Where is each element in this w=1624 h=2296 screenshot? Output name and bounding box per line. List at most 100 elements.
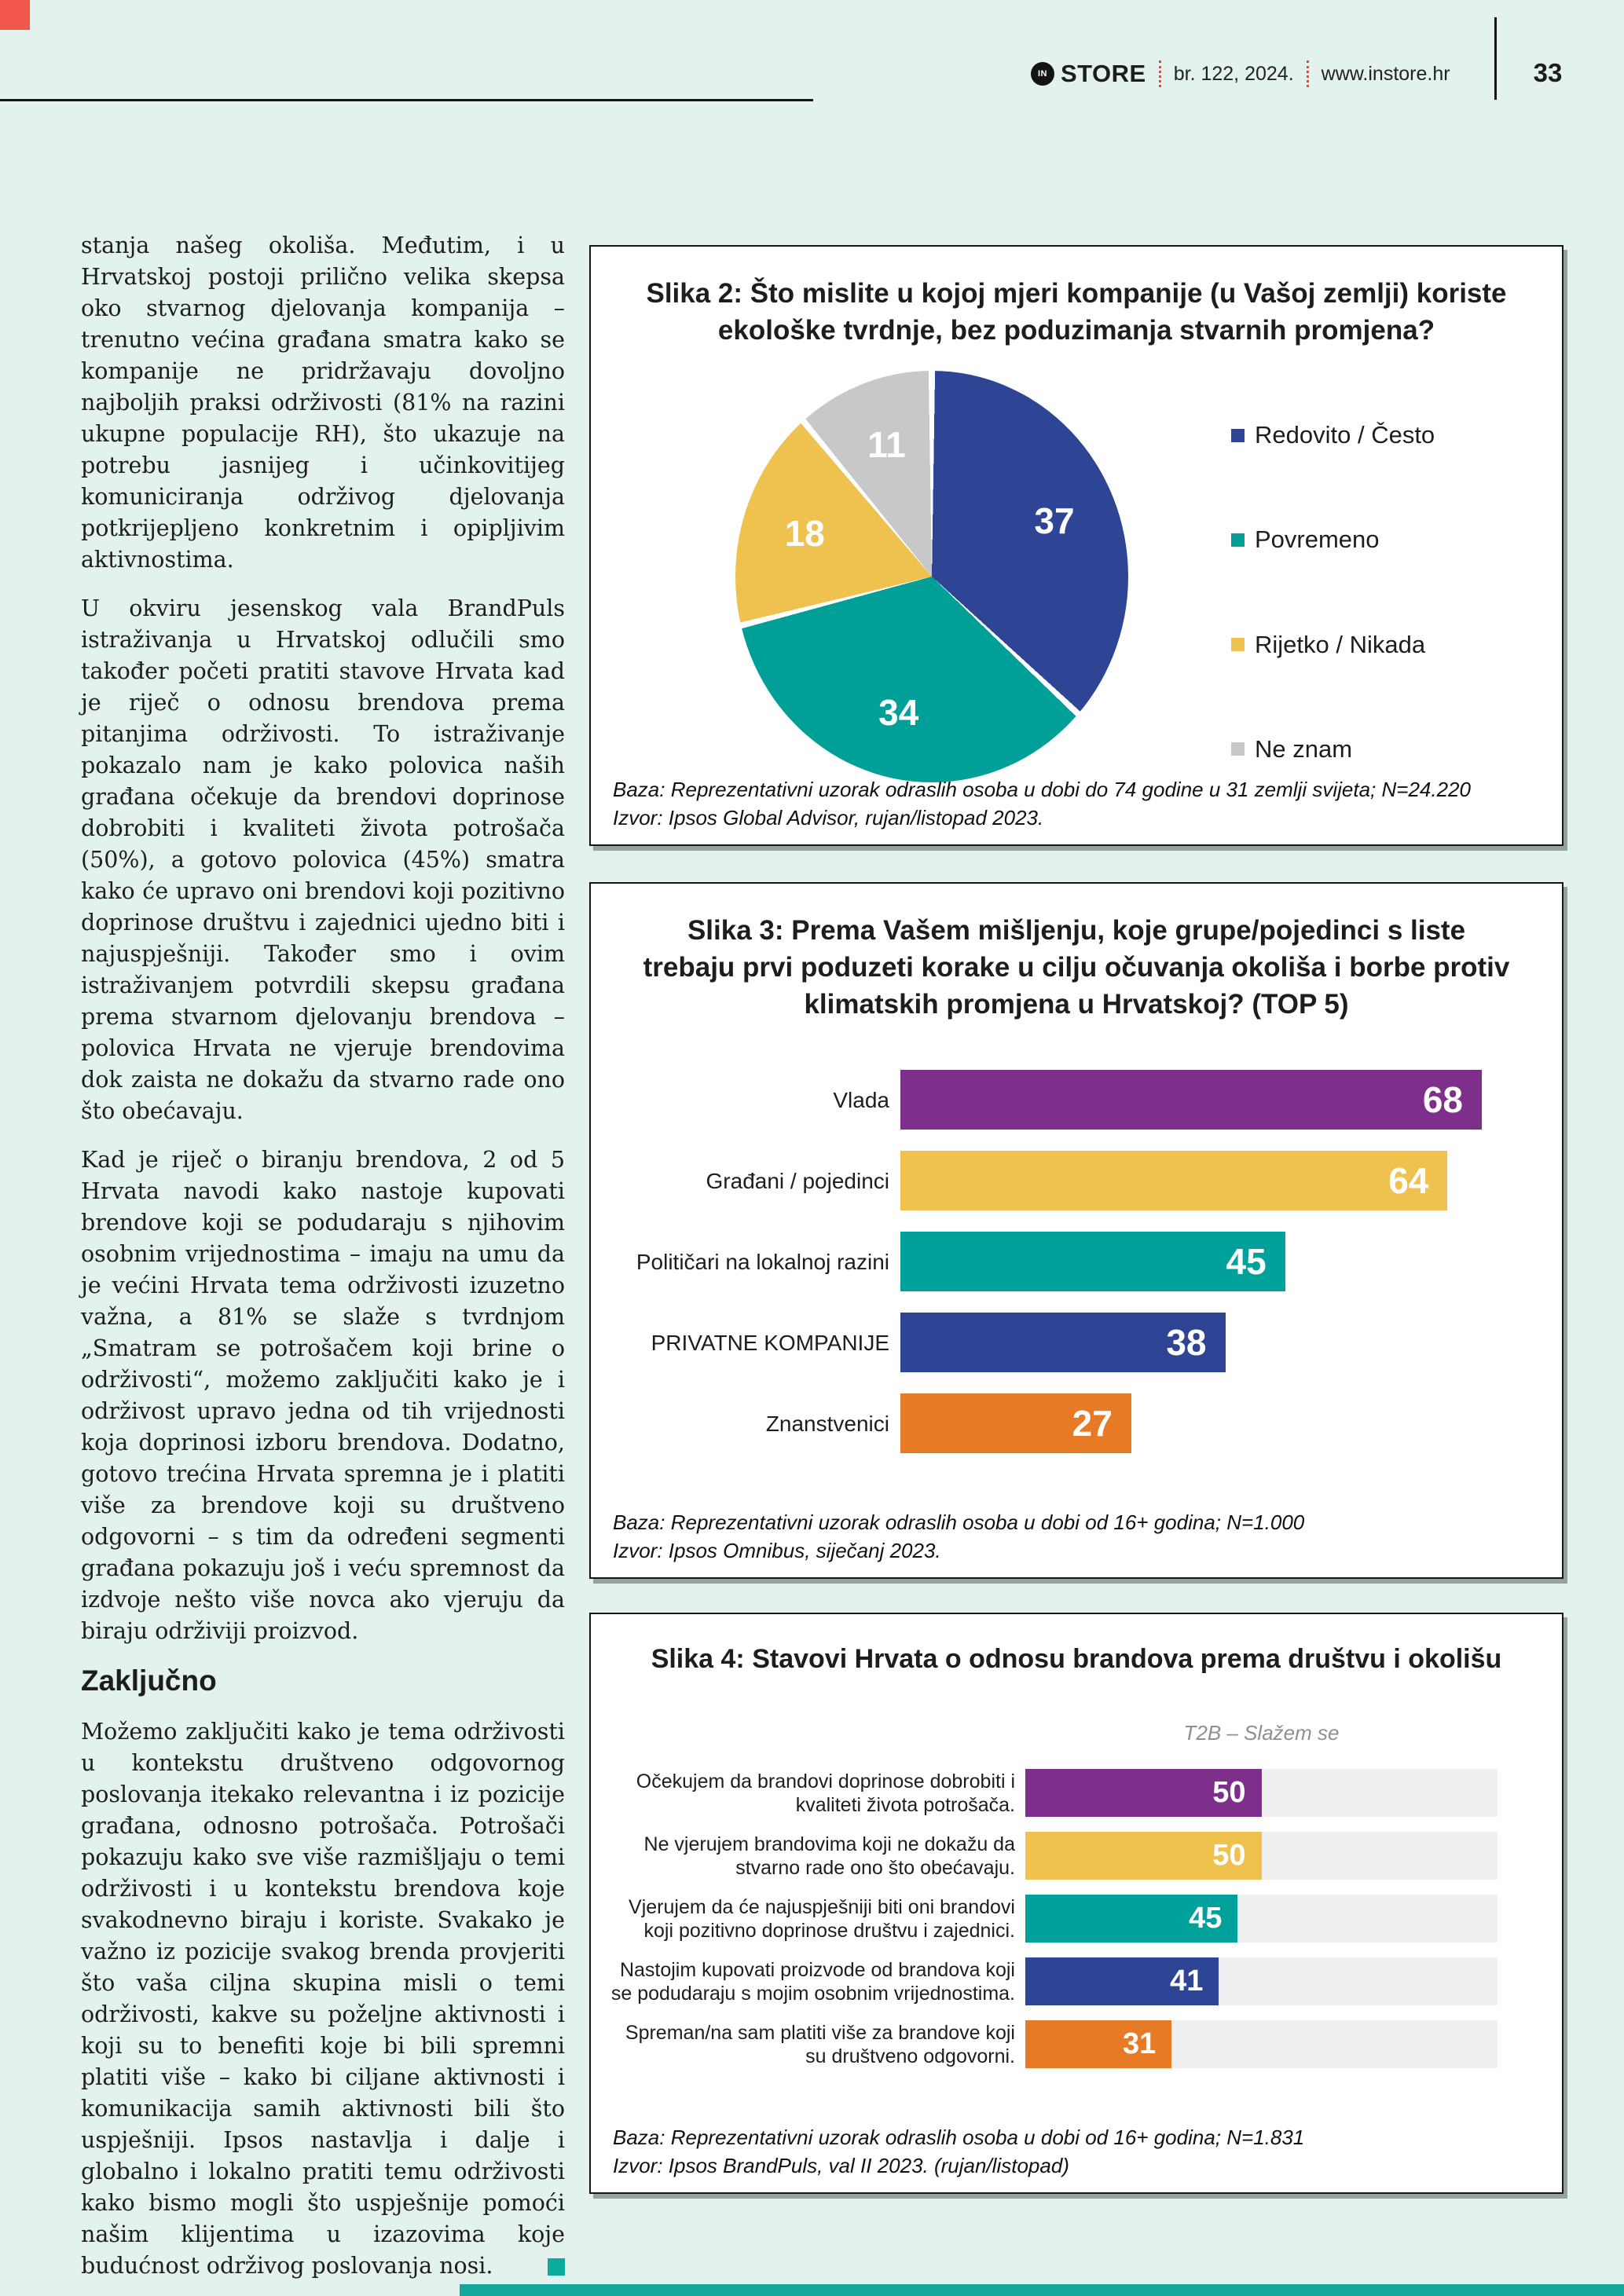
- bar-value: 50: [1212, 1839, 1246, 1872]
- article-heading: Zaključno: [81, 1664, 217, 1697]
- article-paragraph: stanja našeg okoliša. Međutim, i u Hrvat…: [81, 233, 565, 573]
- bar-track: 50: [1025, 1769, 1498, 1817]
- bar-value: 64: [1388, 1160, 1429, 1201]
- legend-swatch-icon: [1231, 742, 1245, 756]
- bar-row: Očekujem da brandovi doprinose dobrobiti…: [607, 1769, 1498, 1817]
- chart-izvor: Izvor: Ipsos Global Advisor, rujan/listo…: [613, 806, 1044, 829]
- legend-label: Rijetko / Nikada: [1255, 630, 1426, 658]
- article-closing-text: Možemo zaključiti kako je tema održivost…: [81, 1719, 565, 2279]
- chart-box-slika2: Slika 2: Što mislite u kojoj mjeri kompa…: [589, 245, 1564, 846]
- legend-item: Rijetko / Nikada: [1231, 631, 1435, 659]
- legend-label: Ne znam: [1255, 734, 1353, 763]
- bar-chart: Vlada 68 Građani / pojedinci 64 Političari n…: [607, 1070, 1482, 1474]
- bar-row: Nastojim kupovati proizvode od brandova …: [607, 1957, 1498, 2005]
- instore-logo: IN STORE: [1031, 60, 1146, 88]
- bar-track: 41: [1025, 1957, 1498, 2005]
- bar-row: Građani / pojedinci 64: [607, 1151, 1482, 1210]
- header-brand-row: IN STORE br. 122, 2024. www.instore.hr: [1031, 53, 1450, 94]
- chart-title: Slika 4: Stavovi Hrvata o odnosu brandov…: [651, 1644, 1502, 1674]
- bar: 27: [900, 1393, 1131, 1453]
- bar-value: 41: [1170, 1965, 1204, 1998]
- bar-category-label: Nastojim kupovati proizvode od brandova …: [610, 1958, 1015, 2005]
- bar: 45: [900, 1232, 1285, 1291]
- bar-value: 27: [1072, 1403, 1113, 1444]
- bar-row: Znanstvenici 27: [607, 1393, 1482, 1453]
- bar: 38: [900, 1313, 1226, 1372]
- bar-track: 38: [900, 1313, 1482, 1372]
- article-end-mark: [548, 2258, 565, 2276]
- brand-label: STORE: [1061, 60, 1146, 87]
- chart-baza: Baza: Reprezentativni uzorak odraslih os…: [613, 1511, 1305, 1534]
- bar-category-label: Znanstvenici: [765, 1411, 889, 1436]
- bar: 31: [1025, 2020, 1172, 2068]
- bar-track: 68: [900, 1070, 1482, 1130]
- bar-track: 27: [900, 1393, 1482, 1453]
- header-divider: [1494, 17, 1497, 100]
- bar: 50: [1025, 1769, 1262, 1817]
- bar-row: Političari na lokalnoj razini 45: [607, 1232, 1482, 1291]
- legend-item: Ne znam: [1231, 735, 1435, 764]
- article-paragraph: U okviru jesenskog vala BrandPuls istraž…: [81, 595, 565, 1124]
- bar-category-label: Vlada: [833, 1087, 889, 1112]
- bar-value: 31: [1123, 2027, 1157, 2060]
- bar-category-label: PRIVATNE KOMPANIJE: [651, 1330, 889, 1355]
- dotted-separator-icon: [1158, 60, 1161, 87]
- legend-item: Redovito / Često: [1231, 421, 1435, 449]
- chart-baza: Baza: Reprezentativni uzorak odraslih os…: [613, 2126, 1305, 2149]
- bar-value: 68: [1422, 1079, 1463, 1120]
- legend-swatch-icon: [1231, 428, 1245, 442]
- bar-category-label: Ne vjerujem brandovima koji ne dokažu da…: [643, 1833, 1015, 1879]
- chart-box-slika4: Slika 4: Stavovi Hrvata o odnosu brandov…: [589, 1613, 1564, 2194]
- pie-legend: Redovito / Često Povremeno Rijetko / Nikad…: [1231, 421, 1435, 764]
- pie-chart: 37 34 18 11: [735, 371, 1128, 782]
- article-column: stanja našeg okoliša. Međutim, i u Hrvat…: [81, 230, 565, 2296]
- legend-swatch-icon: [1231, 533, 1245, 547]
- legend-label: Redovito / Često: [1255, 421, 1435, 449]
- bar-chart: Očekujem da brandovi doprinose dobrobiti…: [607, 1769, 1498, 2083]
- page-number: 33: [1533, 58, 1563, 87]
- bar-value: 45: [1226, 1241, 1267, 1282]
- chart-source-block: Baza: Reprezentativni uzorak odraslih os…: [613, 775, 1546, 832]
- bar-track: 64: [900, 1151, 1482, 1210]
- bar: 68: [900, 1070, 1482, 1130]
- pie-slice-value: 34: [878, 691, 919, 733]
- bar: 50: [1025, 1832, 1262, 1880]
- chart-source-block: Baza: Reprezentativni uzorak odraslih os…: [613, 1508, 1546, 1565]
- bottom-strip: [460, 2284, 1624, 2296]
- in-logo-icon: IN: [1031, 62, 1054, 86]
- legend-label: Povremeno: [1255, 525, 1380, 554]
- website-label: www.instore.hr: [1321, 62, 1450, 85]
- bar-category-label: Spreman/na sam platiti više za brandove …: [625, 2021, 1015, 2067]
- chart-title: Slika 2: Što mislite u kojoj mjeri kompa…: [646, 278, 1507, 346]
- chart-izvor: Izvor: Ipsos Omnibus, siječanj 2023.: [613, 1539, 941, 1562]
- bar-value: 45: [1189, 1902, 1223, 1935]
- logo-prefix: IN: [1038, 69, 1047, 79]
- issue-label: br. 122, 2024.: [1173, 62, 1294, 85]
- bar: 41: [1025, 1957, 1219, 2005]
- chart-source-block: Baza: Reprezentativni uzorak odraslih os…: [613, 2123, 1546, 2180]
- bar-track: 50: [1025, 1832, 1498, 1880]
- chart-title: Slika 3: Prema Vašem mišljenju, koje gru…: [643, 915, 1510, 1020]
- bar: 64: [900, 1151, 1448, 1210]
- bar-track: 31: [1025, 2020, 1498, 2068]
- bar-category-label: Vjerujem da će najuspješniji biti oni br…: [629, 1895, 1015, 1942]
- pie-slice-value: 18: [784, 512, 825, 554]
- bar-track: 45: [900, 1232, 1482, 1291]
- pie-slice-value: 11: [867, 424, 906, 466]
- bar-row: Spreman/na sam platiti više za brandove …: [607, 2020, 1498, 2068]
- chart-izvor: Izvor: Ipsos BrandPuls, val II 2023. (ru…: [613, 2154, 1069, 2177]
- bar-category-label: Očekujem da brandovi doprinose dobrobiti…: [636, 1770, 1015, 1816]
- chart-baza: Baza: Reprezentativni uzorak odraslih os…: [613, 778, 1471, 801]
- article-paragraph: Kad je riječ o biranju brendova, 2 od 5 …: [81, 1147, 565, 1644]
- chart-box-slika3: Slika 3: Prema Vašem mišljenju, koje gru…: [589, 882, 1564, 1579]
- dotted-separator-icon: [1306, 60, 1309, 87]
- bar-category-label: Građani / pojedinci: [706, 1168, 889, 1193]
- bar-row: Vjerujem da će najuspješniji biti oni br…: [607, 1895, 1498, 1943]
- bar-row: Vlada 68: [607, 1070, 1482, 1130]
- bar-track: 45: [1025, 1895, 1498, 1943]
- legend-swatch-icon: [1231, 638, 1245, 652]
- article-paragraph: Možemo zaključiti kako je tema održivost…: [81, 1716, 565, 2282]
- bar-category-label: Političari na lokalnoj razini: [636, 1249, 889, 1274]
- chart-subtitle: T2B – Slažem se: [1183, 1721, 1340, 1745]
